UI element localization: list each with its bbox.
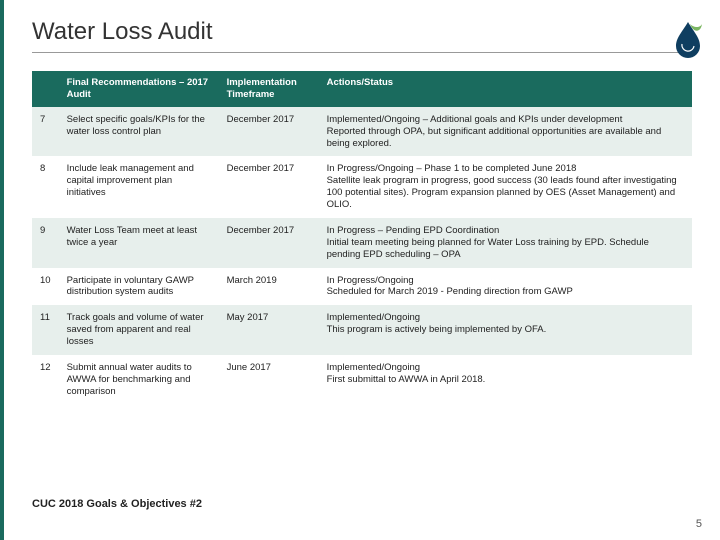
- cell-n: 9: [32, 218, 59, 268]
- cell-status: Implemented/Ongoing This program is acti…: [319, 305, 692, 355]
- cell-time: December 2017: [219, 107, 319, 157]
- water-drop-logo: [668, 18, 708, 58]
- cell-rec: Select specific goals/KPIs for the water…: [59, 107, 219, 157]
- cell-rec: Track goals and volume of water saved fr…: [59, 305, 219, 355]
- table-row: 7Select specific goals/KPIs for the wate…: [32, 107, 692, 157]
- col-header-status: Actions/Status: [319, 71, 692, 107]
- cell-time: June 2017: [219, 355, 319, 405]
- cell-n: 10: [32, 268, 59, 306]
- cell-status: In Progress – Pending EPD Coordination I…: [319, 218, 692, 268]
- table-row: 9Water Loss Team meet at least twice a y…: [32, 218, 692, 268]
- cell-n: 8: [32, 156, 59, 218]
- cell-status: Implemented/Ongoing First submittal to A…: [319, 355, 692, 405]
- cell-status: Implemented/Ongoing – Additional goals a…: [319, 107, 692, 157]
- col-header-rec: Final Recommendations – 2017 Audit: [59, 71, 219, 107]
- recommendations-table: Final Recommendations – 2017 Audit Imple…: [32, 71, 692, 405]
- cell-status: In Progress/Ongoing Scheduled for March …: [319, 268, 692, 306]
- cell-n: 7: [32, 107, 59, 157]
- cell-time: March 2019: [219, 268, 319, 306]
- cell-n: 11: [32, 305, 59, 355]
- cell-time: December 2017: [219, 156, 319, 218]
- table-header-row: Final Recommendations – 2017 Audit Imple…: [32, 71, 692, 107]
- col-header-num: [32, 71, 59, 107]
- col-header-time: Implementation Timeframe: [219, 71, 319, 107]
- page-number: 5: [696, 518, 702, 530]
- table-row: 10Participate in voluntary GAWP distribu…: [32, 268, 692, 306]
- table-row: 11Track goals and volume of water saved …: [32, 305, 692, 355]
- table-row: 8Include leak management and capital imp…: [32, 156, 692, 218]
- cell-rec: Water Loss Team meet at least twice a ye…: [59, 218, 219, 268]
- table-body: 7Select specific goals/KPIs for the wate…: [32, 107, 692, 405]
- cell-rec: Include leak management and capital impr…: [59, 156, 219, 218]
- cell-n: 12: [32, 355, 59, 405]
- footer-text: CUC 2018 Goals & Objectives #2: [32, 498, 202, 510]
- cell-rec: Participate in voluntary GAWP distributi…: [59, 268, 219, 306]
- page-title: Water Loss Audit: [32, 18, 692, 53]
- cell-time: December 2017: [219, 218, 319, 268]
- cell-time: May 2017: [219, 305, 319, 355]
- cell-rec: Submit annual water audits to AWWA for b…: [59, 355, 219, 405]
- cell-status: In Progress/Ongoing – Phase 1 to be comp…: [319, 156, 692, 218]
- table-row: 12Submit annual water audits to AWWA for…: [32, 355, 692, 405]
